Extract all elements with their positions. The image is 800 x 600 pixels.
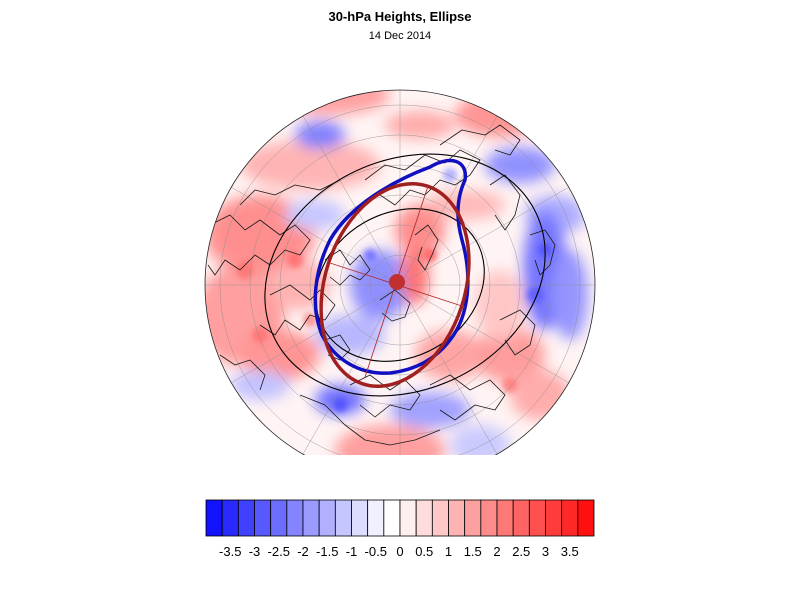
fitted-ellipse xyxy=(319,182,471,388)
colorbar-swatch xyxy=(254,499,272,537)
colorbar-tick-label: 1.5 xyxy=(464,544,482,559)
chart-title: 30-hPa Heights, Ellipse xyxy=(328,9,472,24)
colorbar-swatch xyxy=(480,499,498,537)
polar-map xyxy=(204,89,596,455)
colorbar-swatches xyxy=(205,499,595,537)
colorbar-swatch xyxy=(464,499,482,537)
colorbar-labels: -3.5 -3 -2.5 -2 -1.5 -1 -0.5 0 0.5 1 1.5 2 2.5 3 3.5 xyxy=(219,544,579,559)
colorbar-swatch xyxy=(399,499,417,537)
colorbar-tick-label: 0 xyxy=(396,544,403,559)
colorbar-swatch xyxy=(496,499,514,537)
outer-height-contour xyxy=(264,153,546,397)
colorbar-tick-label: 3 xyxy=(542,544,549,559)
colorbar-tick-label: 1 xyxy=(445,544,452,559)
colorbar-swatch xyxy=(334,499,352,537)
colorbar-tick-label: -2 xyxy=(297,544,309,559)
colorbar-swatch xyxy=(577,499,595,537)
colorbar-swatch xyxy=(286,499,304,537)
vortex-centroid xyxy=(389,274,405,290)
colorbar-tick-label: -1.5 xyxy=(316,544,338,559)
chart-subtitle: 14 Dec 2014 xyxy=(368,30,432,42)
colorbar-swatch xyxy=(302,499,320,537)
map-border xyxy=(204,89,596,455)
colorbar-swatch xyxy=(237,499,255,537)
colorbar-tick-label: -2.5 xyxy=(268,544,290,559)
colorbar: -3.5 -3 -2.5 -2 -1.5 -1 -0.5 0 0.5 1 1.5 2 2.5 3 3.5 xyxy=(205,499,595,559)
colorbar-tick-label: 2 xyxy=(493,544,500,559)
colorbar-swatch xyxy=(318,499,336,537)
anomaly-speckle xyxy=(236,94,552,412)
colorbar-tick-label: -0.5 xyxy=(365,544,387,559)
colorbar-swatch xyxy=(270,499,288,537)
coastlines xyxy=(207,124,556,446)
colorbar-swatch xyxy=(512,499,530,537)
colorbar-swatch xyxy=(545,499,563,537)
colorbar-swatch xyxy=(351,499,369,537)
colorbar-swatch xyxy=(415,499,433,537)
colorbar-tick-label: -3 xyxy=(249,544,261,559)
colorbar-swatch xyxy=(528,499,546,537)
colorbar-tick-label: 2.5 xyxy=(512,544,530,559)
colorbar-swatch xyxy=(367,499,385,537)
vortex-edge-contour xyxy=(313,158,470,375)
colorbar-swatch xyxy=(448,499,466,537)
colorbar-tick-label: 3.5 xyxy=(561,544,579,559)
colorbar-swatch xyxy=(221,499,239,537)
colorbar-tick-label: 0.5 xyxy=(415,544,433,559)
colorbar-swatch xyxy=(205,499,223,537)
colorbar-tick-label: -1 xyxy=(346,544,358,559)
colorbar-tick-label: -3.5 xyxy=(219,544,241,559)
colorbar-swatch xyxy=(383,499,401,537)
colorbar-swatch xyxy=(431,499,449,537)
colorbar-swatch xyxy=(561,499,579,537)
